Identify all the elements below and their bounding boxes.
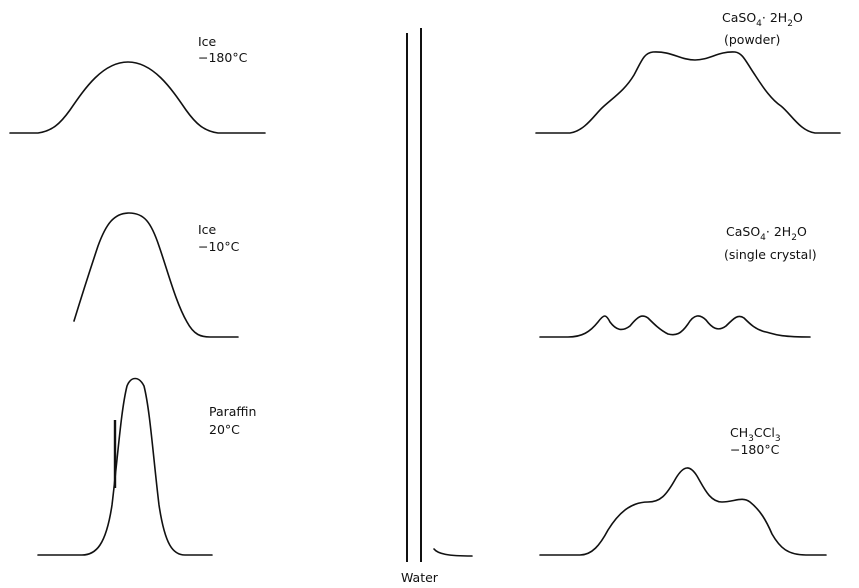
ice-180-curve <box>9 61 266 134</box>
trichloroethane-curve <box>539 467 827 556</box>
trichloroethane-temperature: −180°C <box>730 442 780 457</box>
ice-180-temperature: −180°C <box>198 50 248 65</box>
water-label: Water <box>401 570 439 585</box>
trichloroethane-formula: CH3CCl3 <box>730 425 781 444</box>
gypsum-crystal-note: (single crystal) <box>724 247 817 262</box>
ice-180-label: Ice <box>198 34 217 49</box>
paraffin-label: Paraffin <box>209 404 256 419</box>
gypsum-crystal-curve <box>539 315 811 338</box>
water-curve <box>433 548 473 557</box>
gypsum-crystal-formula: CaSO4· 2H2O <box>726 224 807 243</box>
ice-10-temperature: −10°C <box>198 239 240 254</box>
paraffin-curve <box>37 377 213 556</box>
gypsum-powder-note: (powder) <box>724 32 780 47</box>
paraffin-temperature: 20°C <box>209 422 240 437</box>
ice-10-label: Ice <box>198 222 217 237</box>
ice-10-curve <box>73 212 239 338</box>
gypsum-powder-curve <box>535 51 841 134</box>
gypsum-powder-formula: CaSO4· 2H2O <box>722 10 803 29</box>
